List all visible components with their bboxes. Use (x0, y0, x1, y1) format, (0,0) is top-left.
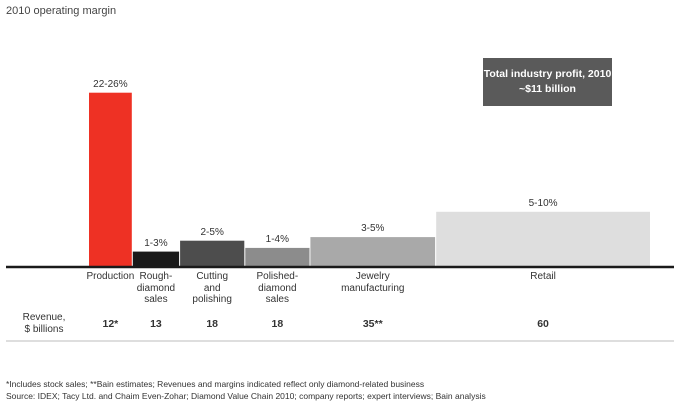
bar-1 (132, 251, 180, 266)
margin-label-0: 22-26% (93, 78, 128, 90)
bar-0 (89, 92, 132, 266)
revenue-value-4: 35** (362, 318, 383, 330)
revenue-value-2: 18 (206, 318, 219, 330)
margin-label-2: 2-5% (200, 226, 224, 238)
bar-2 (180, 240, 245, 266)
category-label-4: Jewelry manufacturing (341, 271, 405, 294)
callout-line-1: Total industry profit, 2010 (483, 68, 612, 80)
category-label-0: Production (86, 271, 135, 282)
callout-line-2: ~$11 billion (519, 83, 576, 95)
bar-5 (436, 211, 650, 266)
category-label-2: Cutting and polishing (192, 271, 232, 305)
revenue-row-label: Revenue, $ billions (22, 312, 66, 335)
category-label-1: Rough- diamond sales (136, 271, 176, 305)
chart-title: 2010 operating margin (6, 5, 117, 17)
category-label-3: Polished- diamond sales (256, 271, 299, 305)
revenue-value-5: 60 (537, 318, 549, 330)
revenue-value-1: 13 (150, 318, 162, 330)
revenue-value-3: 18 (271, 318, 284, 330)
footnote-text: *Includes stock sales; **Bain estimates;… (6, 379, 425, 389)
bar-3 (245, 247, 310, 266)
revenue-value-0: 12* (102, 318, 119, 330)
margin-label-5: 5-10% (528, 197, 558, 209)
category-label-5: Retail (530, 271, 556, 282)
margin-label-3: 1-4% (265, 233, 289, 245)
margin-label-4: 3-5% (361, 223, 385, 235)
profit-callout: Total industry profit, 2010 ~$11 billion (483, 58, 612, 106)
margin-label-1: 1-3% (144, 237, 168, 249)
bar-4 (310, 237, 436, 266)
source-text: Source: IDEX; Tacy Ltd. and Chaim Even-Z… (6, 391, 486, 401)
